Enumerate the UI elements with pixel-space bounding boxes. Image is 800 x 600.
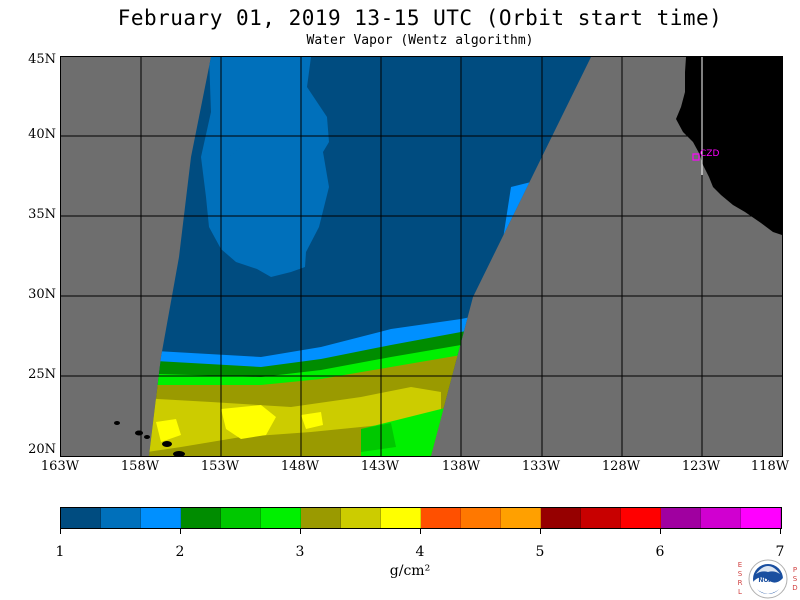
colorbar-swatch <box>261 508 301 528</box>
colorbar-tick <box>180 528 181 534</box>
colorbar-swatch <box>301 508 341 528</box>
lat-label-25n: 25N <box>28 367 56 382</box>
colorbar <box>60 507 782 529</box>
satellite-swath <box>149 57 591 456</box>
colorbar-unit-label: g/cm² <box>389 563 431 579</box>
colorbar-tick <box>300 528 301 534</box>
colorbar-swatch <box>101 508 141 528</box>
colorbar-swatch <box>661 508 701 528</box>
lat-label-45n: 45N <box>28 52 56 67</box>
lon-label-138w: 138W <box>441 459 481 474</box>
lat-label-20n: 20N <box>28 442 56 457</box>
lon-label-118w: 118W <box>750 459 790 474</box>
colorbar-swatch <box>421 508 461 528</box>
lon-label-133w: 133W <box>521 459 561 474</box>
map-subtitle: Water Vapor (Wentz algorithm) <box>306 33 534 48</box>
lon-label-153w: 153W <box>200 459 240 474</box>
logo-letter: S <box>792 575 798 583</box>
lon-label-143w: 143W <box>360 459 400 474</box>
water-vapor-map: CZD <box>60 56 783 457</box>
colorbar-swatch <box>61 508 101 528</box>
logo-letter: L <box>738 588 742 596</box>
colorbar-swatch <box>701 508 741 528</box>
map-graticule <box>61 57 782 456</box>
colorbar-swatch <box>541 508 581 528</box>
colorbar-swatch <box>141 508 181 528</box>
colorbar-label-3: 3 <box>295 544 305 560</box>
station-marker: CZD <box>692 149 719 161</box>
logo-letter: D <box>792 584 798 592</box>
colorbar-label-6: 6 <box>655 544 665 560</box>
logo-letter: P <box>792 566 798 574</box>
colorbar-swatch <box>501 508 541 528</box>
lat-label-40n: 40N <box>28 127 56 142</box>
colorbar-swatch <box>741 508 781 528</box>
colorbar-swatch <box>181 508 221 528</box>
colorbar-label-5: 5 <box>535 544 545 560</box>
map-canvas: CZD <box>61 57 782 456</box>
lon-label-123w: 123W <box>681 459 721 474</box>
colorbar-label-2: 2 <box>175 544 185 560</box>
lon-label-163w: 163W <box>40 459 80 474</box>
colorbar-tick <box>60 528 61 534</box>
lon-label-148w: 148W <box>280 459 320 474</box>
station-label: CZD <box>700 149 719 159</box>
colorbar-label-4: 4 <box>415 544 425 560</box>
colorbar-tick <box>780 528 781 534</box>
colorbar-swatch <box>381 508 421 528</box>
map-title: February 01, 2019 13-15 UTC (Orbit start… <box>117 6 723 30</box>
noaa-emblem-icon: NOAA <box>748 559 788 599</box>
noaa-logo: E S R L NOAA P S D <box>736 558 800 600</box>
colorbar-swatch <box>461 508 501 528</box>
lon-label-158w: 158W <box>120 459 160 474</box>
colorbar-label-1: 1 <box>55 544 65 560</box>
logo-letter: R <box>737 579 743 587</box>
logo-letter: E <box>737 561 743 569</box>
north-america-land <box>676 57 782 235</box>
colorbar-tick <box>420 528 421 534</box>
colorbar-swatch <box>221 508 261 528</box>
colorbar-swatch <box>341 508 381 528</box>
lat-label-30n: 30N <box>28 287 56 302</box>
noaa-logo-text: NOAA <box>758 577 778 584</box>
colorbar-tick <box>540 528 541 534</box>
colorbar-swatch <box>581 508 621 528</box>
logo-letter: S <box>737 570 743 578</box>
lat-label-35n: 35N <box>28 207 56 222</box>
colorbar-label-7: 7 <box>775 544 785 560</box>
colorbar-tick <box>660 528 661 534</box>
colorbar-swatch <box>621 508 661 528</box>
lon-label-128w: 128W <box>601 459 641 474</box>
